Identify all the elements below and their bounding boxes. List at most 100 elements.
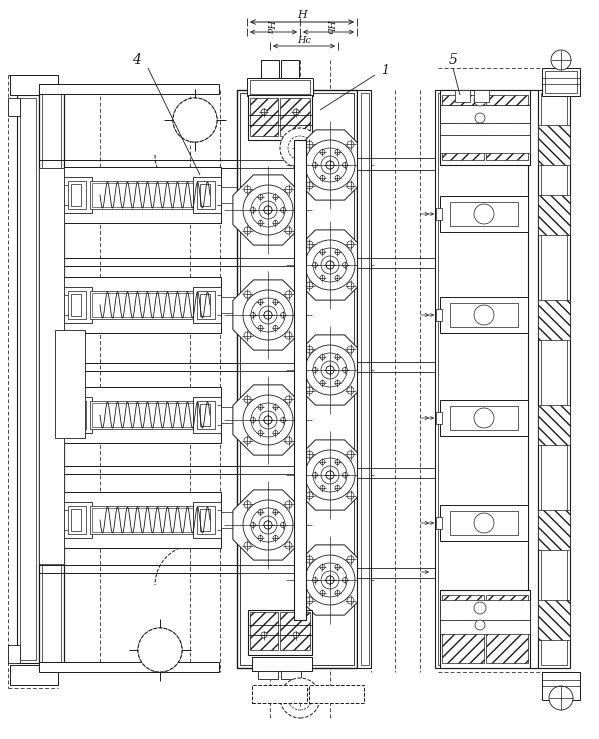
Circle shape — [320, 175, 325, 180]
Bar — [71, 404, 81, 426]
Circle shape — [243, 500, 293, 550]
Bar — [68, 506, 86, 534]
Circle shape — [285, 501, 292, 508]
Bar — [474, 90, 489, 102]
Bar — [39, 662, 219, 672]
Circle shape — [259, 306, 277, 324]
Circle shape — [285, 186, 292, 193]
Circle shape — [306, 387, 313, 394]
Bar — [71, 184, 81, 206]
Bar — [237, 90, 357, 668]
Circle shape — [258, 194, 263, 200]
Bar — [252, 685, 307, 703]
Bar — [281, 671, 301, 679]
Bar — [258, 671, 278, 679]
Circle shape — [273, 509, 278, 514]
Bar — [294, 140, 306, 620]
Bar — [247, 78, 313, 96]
Circle shape — [173, 98, 217, 142]
Bar — [440, 620, 530, 634]
Text: H: H — [297, 10, 307, 20]
Circle shape — [273, 404, 278, 409]
Bar — [64, 502, 92, 538]
Circle shape — [326, 576, 334, 584]
Circle shape — [264, 311, 272, 319]
Circle shape — [326, 471, 334, 479]
Circle shape — [189, 113, 202, 126]
Bar — [248, 610, 312, 655]
Circle shape — [250, 313, 256, 318]
Circle shape — [326, 261, 334, 269]
Bar — [193, 502, 221, 538]
Bar — [17, 95, 39, 663]
Bar — [486, 595, 528, 663]
Circle shape — [250, 522, 256, 528]
Circle shape — [347, 141, 354, 148]
Bar — [193, 397, 221, 433]
Circle shape — [251, 403, 285, 437]
Circle shape — [347, 346, 354, 353]
Circle shape — [273, 299, 278, 304]
Circle shape — [335, 355, 340, 359]
Circle shape — [313, 577, 317, 582]
Bar — [39, 90, 64, 668]
Bar — [68, 291, 86, 319]
Bar — [250, 612, 278, 650]
Polygon shape — [233, 175, 303, 245]
Circle shape — [285, 542, 292, 549]
Bar — [528, 90, 538, 668]
Circle shape — [313, 353, 347, 387]
Bar — [240, 93, 354, 665]
Circle shape — [347, 387, 354, 394]
Bar — [90, 401, 220, 429]
Circle shape — [288, 136, 312, 160]
Bar — [538, 510, 570, 550]
Circle shape — [335, 381, 340, 386]
Circle shape — [335, 175, 340, 180]
Circle shape — [285, 227, 292, 234]
Bar — [442, 595, 484, 663]
Bar — [542, 672, 580, 700]
Circle shape — [295, 143, 305, 153]
Circle shape — [243, 395, 293, 445]
Circle shape — [258, 536, 263, 540]
Circle shape — [251, 298, 285, 332]
Circle shape — [347, 241, 354, 248]
Circle shape — [475, 620, 485, 630]
Circle shape — [321, 571, 339, 589]
Circle shape — [244, 332, 251, 339]
Circle shape — [474, 408, 494, 428]
Circle shape — [306, 492, 313, 499]
Circle shape — [474, 513, 494, 533]
Circle shape — [258, 404, 263, 409]
Bar — [64, 177, 92, 213]
Bar — [440, 90, 530, 165]
Bar — [281, 60, 299, 78]
Bar — [193, 177, 221, 213]
Circle shape — [549, 686, 573, 710]
Bar — [197, 401, 215, 429]
Circle shape — [251, 193, 285, 227]
Bar — [538, 600, 570, 640]
Circle shape — [258, 325, 263, 330]
Circle shape — [251, 508, 285, 542]
Bar — [440, 105, 530, 123]
Bar — [200, 184, 210, 206]
Circle shape — [335, 565, 340, 570]
Bar — [250, 80, 310, 94]
Circle shape — [474, 305, 494, 325]
Circle shape — [243, 185, 293, 235]
Circle shape — [280, 678, 320, 718]
Circle shape — [320, 565, 325, 570]
Circle shape — [293, 109, 299, 115]
Bar — [221, 297, 237, 313]
Bar — [440, 123, 530, 135]
Circle shape — [335, 250, 340, 254]
Circle shape — [306, 282, 313, 289]
Circle shape — [326, 471, 334, 479]
Circle shape — [264, 521, 272, 529]
Circle shape — [475, 113, 485, 123]
Text: 4: 4 — [132, 53, 140, 67]
Bar — [39, 168, 64, 564]
Circle shape — [305, 345, 355, 395]
